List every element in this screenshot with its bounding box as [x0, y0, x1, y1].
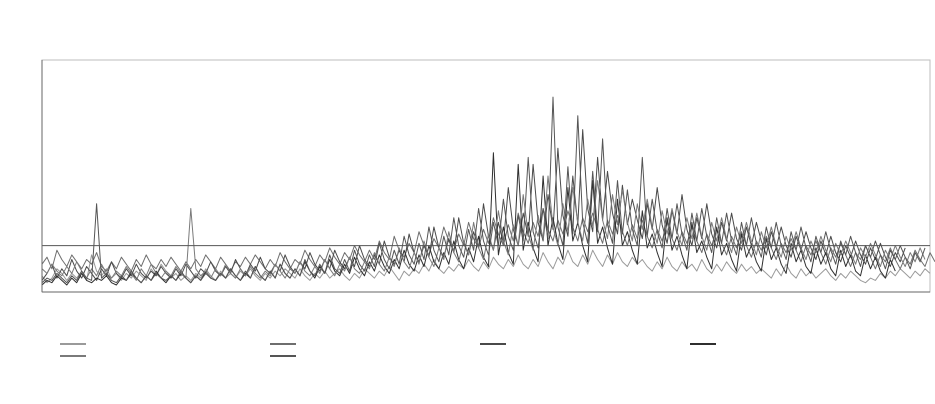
series-line — [41, 129, 906, 281]
series-group — [41, 96, 935, 286]
legend-swatch — [690, 343, 716, 345]
legend-item — [480, 338, 512, 350]
legend-swatch — [480, 343, 506, 345]
series-line — [41, 208, 935, 272]
legend-item — [60, 350, 92, 362]
legend-item — [60, 338, 92, 350]
legend-item — [270, 350, 302, 362]
series-line — [41, 175, 926, 281]
legend-item — [270, 338, 302, 350]
plot-area — [41, 59, 931, 293]
legend-swatch — [60, 355, 86, 357]
series-line — [41, 249, 931, 284]
series-line — [41, 96, 926, 284]
legend-item — [690, 338, 722, 350]
legend-swatch — [270, 343, 296, 345]
chart-legend — [0, 338, 935, 400]
legend-swatch — [60, 343, 86, 345]
legend-swatch — [270, 355, 296, 357]
